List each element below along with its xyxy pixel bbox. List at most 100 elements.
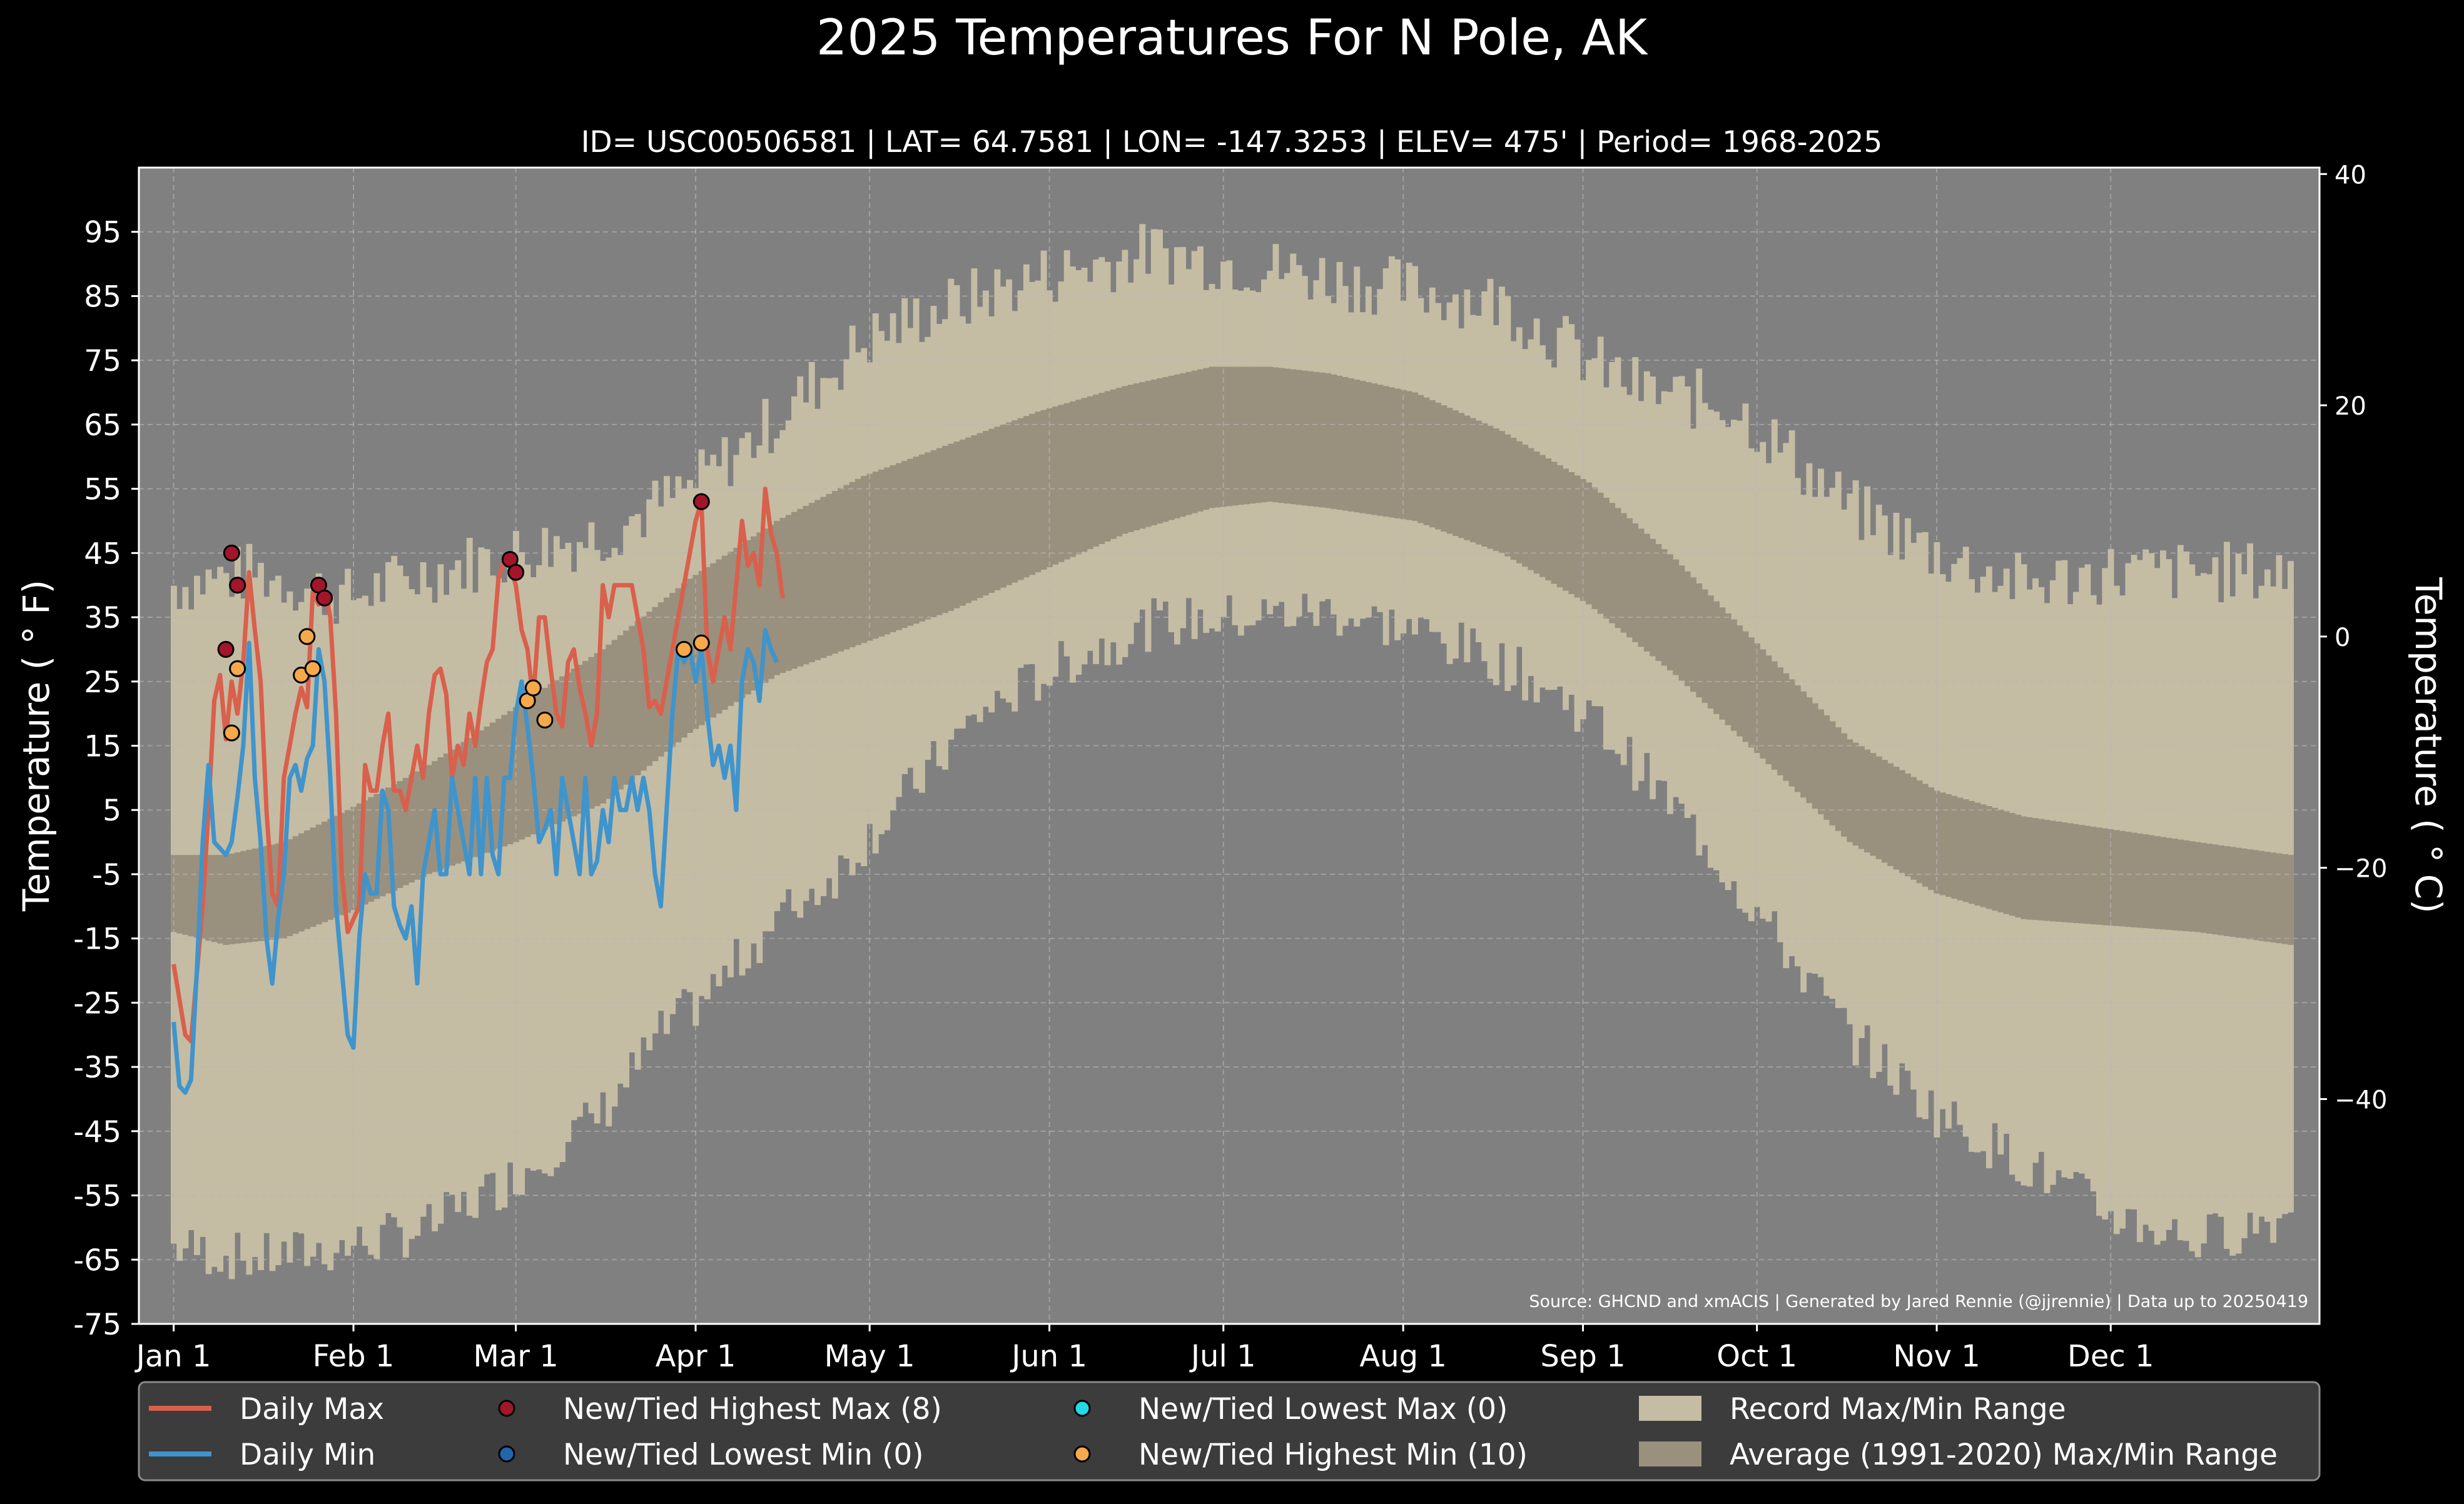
record-range-bar <box>687 480 694 992</box>
normal-range-bar <box>861 476 868 643</box>
normal-range-bar <box>304 830 311 929</box>
highest-min-point <box>223 724 240 742</box>
normal-range-bar <box>258 847 264 941</box>
normal-range-bar <box>1174 374 1180 518</box>
y-axis-left: 95 85 75 65 55 45 35 25 15 5 -5 -15 -25 -35 -45 -55 -65 -… <box>73 216 139 1342</box>
normal-range-bar <box>1783 673 1790 781</box>
normal-range-bar <box>1295 370 1302 505</box>
normal-range-bar <box>1539 455 1546 577</box>
normal-range-bar <box>988 428 995 593</box>
normal-range-bar <box>1504 434 1511 557</box>
record-range-bar <box>495 578 502 1211</box>
highest-max-point <box>223 544 240 562</box>
y-tick-label: 55 <box>84 473 121 507</box>
record-range-bar <box>402 576 409 1258</box>
y-tick-label: -55 <box>73 1179 121 1214</box>
normal-range-bar <box>223 855 230 945</box>
normal-range-bar <box>953 442 960 608</box>
normal-range-bar <box>1127 385 1134 532</box>
record-range-bar <box>327 596 334 1271</box>
record-range-bar <box>634 513 641 1070</box>
normal-range-bar <box>437 757 444 871</box>
normal-range-bar <box>2113 830 2120 926</box>
normal-range-bar <box>246 849 253 942</box>
normal-range-bar <box>1417 395 1424 523</box>
normal-range-bar <box>1209 366 1215 508</box>
record-range-bar <box>576 542 583 1117</box>
record-range-bar <box>449 570 455 1195</box>
normal-range-bar <box>1609 503 1616 623</box>
normal-range-bar <box>890 465 896 633</box>
record-range-bar <box>373 573 380 1259</box>
normal-range-bar <box>495 719 502 849</box>
normal-range-bar <box>373 794 380 899</box>
normal-range-bar <box>1806 697 1813 804</box>
normal-range-bar <box>2090 826 2097 925</box>
normal-range-bar <box>1736 625 1743 737</box>
normal-range-bar <box>1765 655 1772 764</box>
normal-range-bar <box>600 649 606 804</box>
normal-range-bar <box>1870 753 1877 856</box>
normal-range-bar <box>1603 497 1610 619</box>
normal-range-bar <box>310 827 317 927</box>
x-tick-label: Sep 1 <box>1540 1339 1625 1374</box>
normal-range-bar <box>1122 386 1128 534</box>
record-range-bar <box>768 453 774 932</box>
normal-range-bar <box>1742 631 1749 742</box>
y-tick-label: 45 <box>84 537 121 571</box>
record-range-bar <box>466 538 473 1216</box>
normal-range-bar <box>1203 368 1210 510</box>
normal-range-bar <box>1864 749 1871 853</box>
normal-range-bar <box>1104 391 1111 542</box>
normal-range-bar <box>1586 482 1593 605</box>
record-range-bar <box>756 445 763 963</box>
normal-range-bar <box>1150 379 1157 525</box>
normal-range-bar <box>1997 809 2004 912</box>
highest-min-point <box>298 628 316 645</box>
normal-range-bar <box>803 506 809 665</box>
normal-range-bar <box>994 426 1001 590</box>
record-range-bar <box>594 550 601 1124</box>
normal-range-bar <box>1760 649 1767 759</box>
normal-range-bar <box>1464 415 1471 540</box>
normal-range-bar <box>1157 378 1163 524</box>
normal-range-bar <box>2003 811 2010 914</box>
normal-range-bar <box>536 692 542 832</box>
record-range-bar <box>617 555 624 1084</box>
normal-range-bar <box>756 532 763 687</box>
normal-range-bar <box>1331 374 1337 509</box>
normal-range-bar <box>2218 845 2224 936</box>
record-range-bar <box>547 567 554 1176</box>
normal-range-bar <box>1533 452 1540 574</box>
normal-range-bar <box>408 774 415 883</box>
highest-min-point <box>524 679 542 697</box>
normal-range-bar <box>1145 381 1152 527</box>
legend-label: New/Tied Lowest Min (0) <box>563 1438 924 1472</box>
highest-min-point <box>676 640 692 658</box>
normal-range-bar <box>971 435 978 601</box>
normal-range-bar <box>1928 787 1935 891</box>
normal-range-bar <box>1696 583 1703 698</box>
normal-range-bar <box>1336 375 1343 510</box>
normal-range-bar <box>524 699 531 837</box>
normal-range-bar <box>2189 841 2196 932</box>
normal-range-bar <box>2276 853 2283 944</box>
normal-range-bar <box>1087 396 1093 550</box>
normal-range-bar <box>443 753 450 868</box>
normal-range-bar <box>733 548 740 702</box>
x-tick-label: Jul 1 <box>1189 1339 1256 1374</box>
x-tick-label: May 1 <box>824 1339 915 1374</box>
record-range-bar <box>176 608 183 1261</box>
normal-range-bar <box>2241 848 2248 939</box>
normal-range-bar <box>925 452 931 620</box>
normal-range-bar <box>1499 431 1505 553</box>
normal-range-bar <box>1678 565 1685 681</box>
normal-range-bar <box>2154 835 2161 929</box>
normal-range-bar <box>1800 691 1807 798</box>
normal-range-bar <box>460 742 467 862</box>
normal-range-bar <box>1081 398 1088 552</box>
normal-range-bar <box>808 503 815 662</box>
normal-range-bar <box>1029 413 1036 575</box>
legend-label: New/Tied Highest Min (10) <box>1138 1438 1528 1472</box>
normal-range-bar <box>2166 837 2172 930</box>
